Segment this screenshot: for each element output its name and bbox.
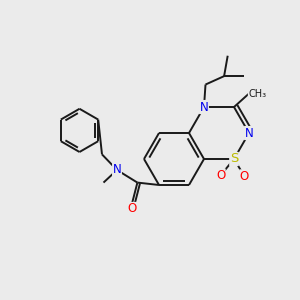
Text: O: O bbox=[216, 169, 225, 182]
Text: O: O bbox=[128, 202, 136, 215]
Text: CH₃: CH₃ bbox=[248, 88, 266, 98]
Text: N: N bbox=[112, 164, 122, 176]
Text: S: S bbox=[230, 152, 238, 166]
Text: N: N bbox=[200, 100, 208, 113]
Text: O: O bbox=[240, 170, 249, 183]
Text: N: N bbox=[244, 127, 253, 140]
